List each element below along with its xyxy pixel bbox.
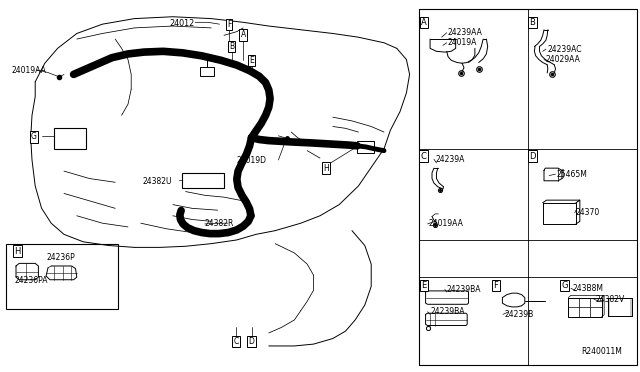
Text: 25465M: 25465M bbox=[557, 170, 588, 179]
Text: 24236P: 24236P bbox=[46, 253, 75, 262]
Text: 24239AA: 24239AA bbox=[448, 28, 483, 37]
Text: G: G bbox=[561, 281, 568, 290]
Text: 24370: 24370 bbox=[576, 208, 600, 217]
Text: 243B8M: 243B8M bbox=[573, 284, 604, 293]
Text: 24029AA: 24029AA bbox=[545, 55, 580, 64]
Text: C: C bbox=[420, 152, 427, 161]
Text: F: F bbox=[227, 20, 231, 29]
Text: 24019D: 24019D bbox=[237, 156, 267, 165]
Bar bbox=[182, 173, 224, 188]
Text: A: A bbox=[241, 31, 246, 39]
Text: B: B bbox=[529, 18, 536, 27]
Text: 24382V: 24382V bbox=[595, 295, 625, 304]
Text: E: E bbox=[249, 56, 254, 65]
Text: D: D bbox=[248, 337, 255, 346]
Text: R240011M: R240011M bbox=[581, 347, 622, 356]
Text: 24239B: 24239B bbox=[504, 310, 534, 319]
Text: 24239BA: 24239BA bbox=[447, 285, 481, 294]
Text: E: E bbox=[421, 281, 426, 290]
Text: 24382R: 24382R bbox=[205, 219, 234, 228]
Text: 24019AA: 24019AA bbox=[429, 219, 463, 228]
Text: 24236PA: 24236PA bbox=[14, 276, 47, 285]
Bar bbox=[6, 244, 118, 309]
Text: 24239AC: 24239AC bbox=[547, 45, 582, 54]
Text: 24019A: 24019A bbox=[448, 38, 477, 47]
Text: 24012: 24012 bbox=[170, 19, 195, 28]
Bar bbox=[200, 67, 214, 76]
Text: 24239BA: 24239BA bbox=[430, 307, 465, 316]
Text: A: A bbox=[421, 18, 426, 27]
Text: 24019AA: 24019AA bbox=[12, 66, 46, 75]
Bar bbox=[357, 141, 374, 153]
Bar bbox=[54, 128, 86, 149]
Text: F: F bbox=[493, 281, 499, 290]
Text: H: H bbox=[14, 247, 20, 256]
Text: B: B bbox=[229, 42, 234, 51]
Text: H: H bbox=[324, 164, 329, 173]
Text: 24239A: 24239A bbox=[435, 155, 465, 164]
Text: C: C bbox=[234, 337, 239, 346]
Text: D: D bbox=[529, 152, 536, 161]
Bar bbox=[419, 9, 637, 365]
Text: 24382U: 24382U bbox=[142, 177, 172, 186]
Text: G: G bbox=[31, 132, 37, 141]
